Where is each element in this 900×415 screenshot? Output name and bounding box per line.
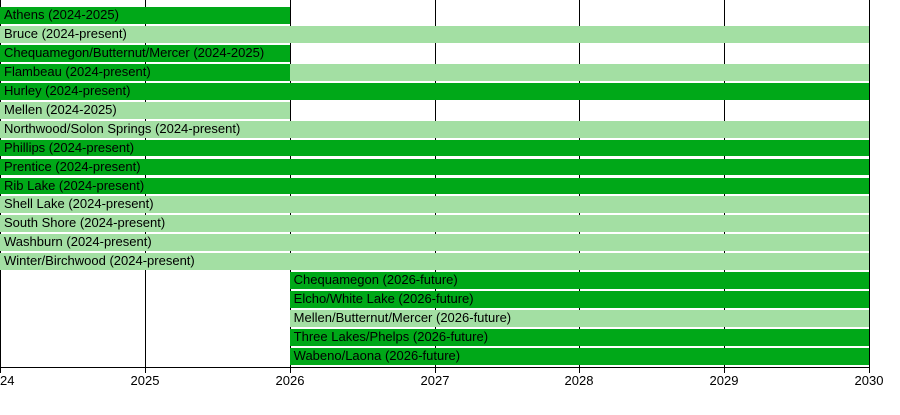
timeline-bar-segment bbox=[0, 82, 869, 100]
timeline-bar-segment bbox=[0, 44, 290, 62]
bar-label: Three Lakes/Phelps (2026-future) bbox=[293, 329, 489, 345]
timeline-bar-segment bbox=[0, 215, 869, 233]
axis-tick-label: 2024 bbox=[0, 373, 15, 388]
bar-label: Bruce (2024-present) bbox=[4, 25, 127, 41]
axis-tick-label: 2025 bbox=[130, 373, 160, 388]
timeline-bar-segment bbox=[0, 63, 290, 81]
timeline-bar-segment bbox=[289, 348, 869, 365]
bar-label: Mellen (2024-2025) bbox=[4, 101, 117, 117]
axis-tick bbox=[724, 368, 725, 373]
timeline-bar-segment bbox=[0, 177, 869, 195]
x-axis-line bbox=[0, 367, 870, 368]
axis-tick-label: 2030 bbox=[854, 373, 884, 388]
timeline-bar-segment bbox=[0, 25, 869, 43]
timeline-bar-segment bbox=[289, 329, 869, 346]
axis-tick bbox=[290, 368, 291, 373]
timeline-bar-segment bbox=[0, 196, 869, 214]
year-gridline bbox=[869, 0, 870, 367]
axis-tick bbox=[145, 368, 146, 373]
bar-label: Rib Lake (2024-present) bbox=[4, 177, 145, 193]
bar-label: Phillips (2024-present) bbox=[4, 139, 135, 155]
bar-label: Northwood/Solon Springs (2024-present) bbox=[4, 120, 241, 136]
bar-label: Chequamegon (2026-future) bbox=[293, 272, 458, 288]
axis-tick bbox=[0, 368, 1, 373]
timeline-bar-segment bbox=[289, 272, 869, 290]
axis-tick bbox=[435, 368, 436, 373]
bar-label: Mellen/Butternut/Mercer (2026-future) bbox=[293, 310, 512, 326]
timeline-bar-segment bbox=[289, 310, 869, 327]
axis-tick-label: 2028 bbox=[564, 373, 594, 388]
timeline-bar-segment bbox=[0, 158, 869, 176]
axis-tick bbox=[579, 368, 580, 373]
timeline-bar-segment bbox=[0, 120, 869, 138]
bar-label: Elcho/White Lake (2026-future) bbox=[293, 291, 474, 307]
timeline-bar-segment bbox=[0, 7, 290, 24]
bar-label: South Shore (2024-present) bbox=[4, 215, 166, 231]
bar-label: Wabeno/Laona (2026-future) bbox=[293, 348, 461, 364]
axis-tick-label: 2027 bbox=[420, 373, 450, 388]
timeline-bar-segment bbox=[0, 139, 869, 157]
axis-tick-label: 2026 bbox=[275, 373, 305, 388]
timeline-bar-segment bbox=[289, 63, 869, 81]
bar-label: Chequamegon/Butternut/Mercer (2024-2025) bbox=[4, 44, 265, 60]
bar-label: Athens (2024-2025) bbox=[4, 7, 119, 22]
timeline-bar-segment bbox=[0, 234, 869, 252]
bar-label: Hurley (2024-present) bbox=[4, 82, 131, 98]
timeline-bar-segment bbox=[289, 291, 869, 309]
timeline-bar-segment bbox=[0, 253, 869, 271]
bar-label: Winter/Birchwood (2024-present) bbox=[4, 253, 195, 269]
bar-label: Flambeau (2024-present) bbox=[4, 63, 151, 79]
bar-label: Washburn (2024-present) bbox=[4, 234, 152, 250]
bar-label: Prentice (2024-present) bbox=[4, 158, 141, 174]
timeline-bar-segment bbox=[0, 101, 290, 119]
bar-label: Shell Lake (2024-present) bbox=[4, 196, 154, 212]
axis-tick bbox=[869, 368, 870, 373]
axis-tick-label: 2029 bbox=[709, 373, 739, 388]
